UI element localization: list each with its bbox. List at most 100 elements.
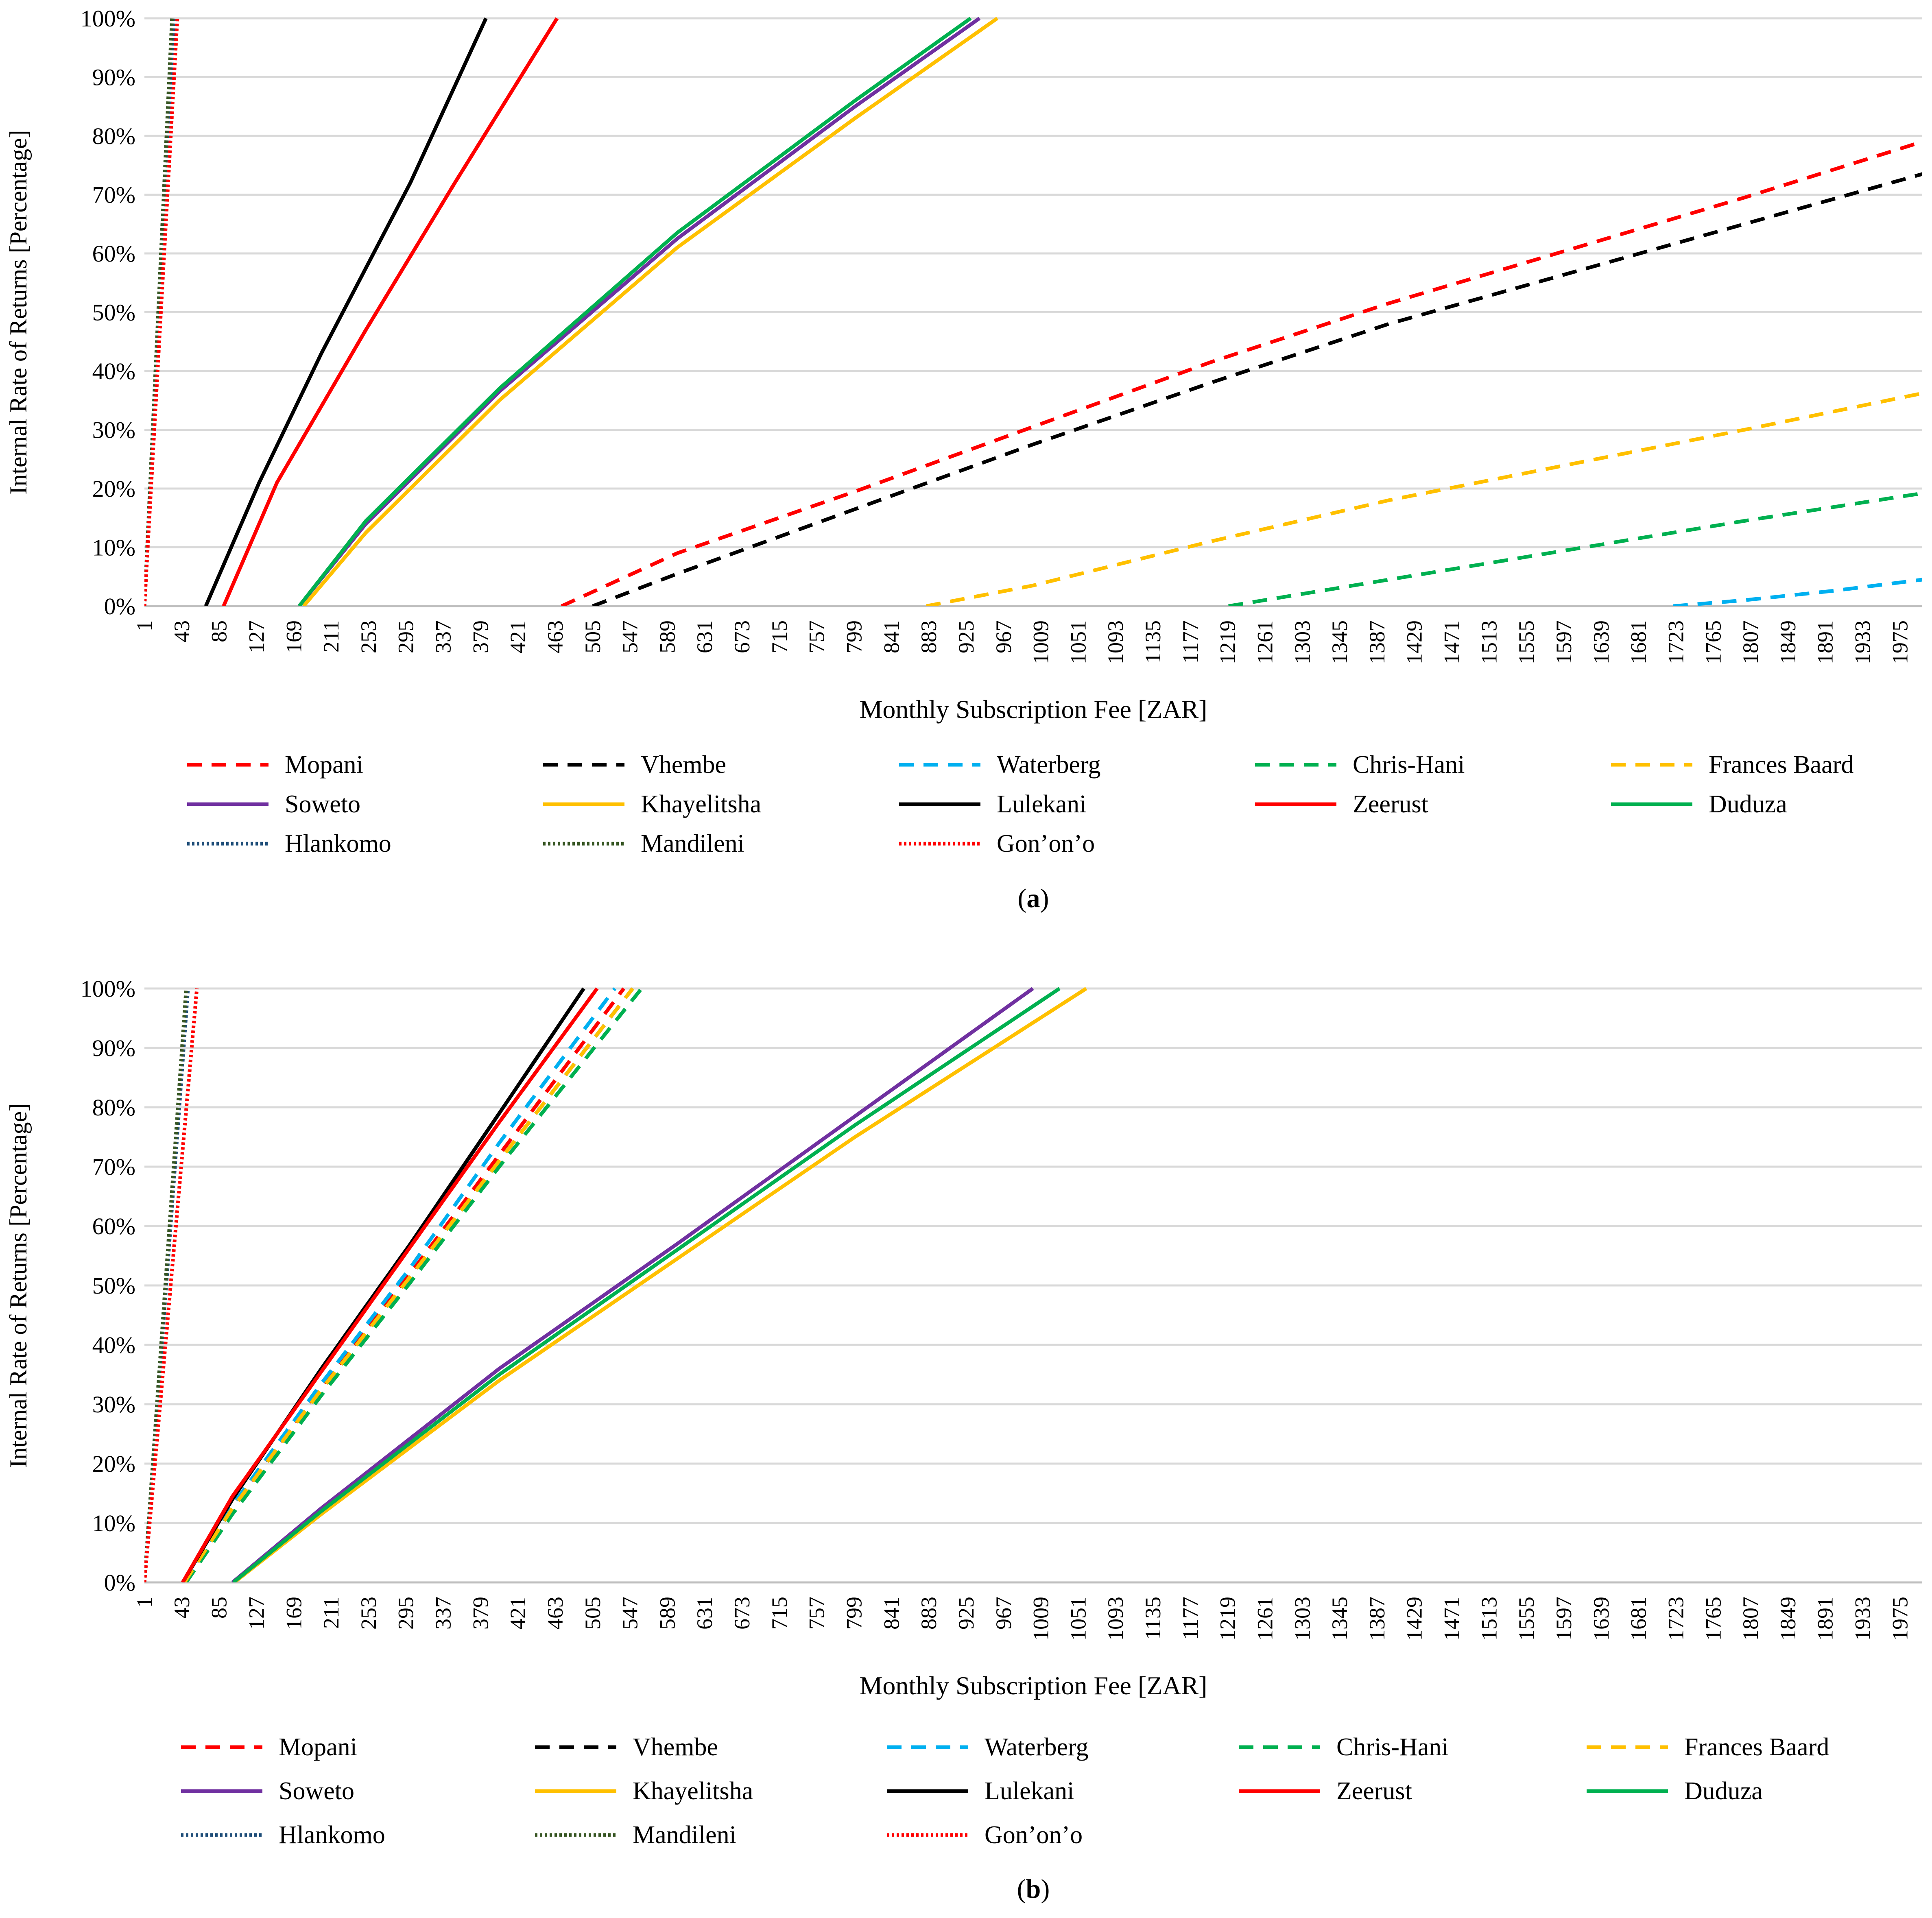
x-tick-label: 631 xyxy=(692,620,717,653)
legend: Mopani Vhembe Waterberg Chris-Hani Frances B… xyxy=(187,751,1853,858)
series-line-khayelitsha xyxy=(302,17,999,606)
x-tick-label: 1177 xyxy=(1178,1597,1203,1640)
legend-label: Duduza xyxy=(1684,1777,1763,1805)
x-tick-label: 127 xyxy=(244,1597,269,1630)
x-tick-label: 673 xyxy=(730,1597,754,1630)
legend-label: Waterberg xyxy=(985,1733,1089,1761)
x-tick-label: 799 xyxy=(842,620,867,653)
x-tick-label: 1177 xyxy=(1178,620,1203,663)
series-line-chris-hani xyxy=(1228,491,1922,606)
x-tick-label: 1597 xyxy=(1552,620,1576,664)
x-tick-label: 841 xyxy=(879,1597,904,1630)
series-line-gon-on-o xyxy=(144,988,199,1582)
x-tick-label: 1009 xyxy=(1029,1597,1053,1641)
legend-label: Frances Baard xyxy=(1709,751,1853,779)
series-lines xyxy=(144,987,1087,1582)
y-tick-label: 20% xyxy=(92,1451,135,1477)
y-tick-label: 30% xyxy=(92,417,135,443)
x-tick-label: 1891 xyxy=(1813,620,1838,664)
x-tick-label: 1051 xyxy=(1066,620,1090,664)
x-tick-label: 1387 xyxy=(1365,620,1389,664)
x-tick-label: 295 xyxy=(394,1597,418,1630)
y-tick-label: 40% xyxy=(92,358,135,384)
x-tick-label: 211 xyxy=(319,1597,343,1629)
x-tick-label: 463 xyxy=(543,620,568,653)
x-tick-label: 379 xyxy=(468,1597,493,1630)
x-tick-label: 631 xyxy=(692,1597,717,1630)
legend-label: Hlankomo xyxy=(285,830,391,858)
x-tick-label: 1135 xyxy=(1141,1597,1165,1640)
x-tick-label: 547 xyxy=(618,1597,642,1630)
panel-label: (a) xyxy=(1018,884,1049,913)
legend-label: Lulekani xyxy=(997,790,1086,818)
y-tick-label: 70% xyxy=(92,1154,135,1180)
y-tick-label: 50% xyxy=(92,1272,135,1299)
series-line-duduza xyxy=(232,987,1061,1582)
series-line-gon-on-o xyxy=(144,18,179,606)
x-tick-label: 1 xyxy=(132,620,157,631)
y-tick-label: 40% xyxy=(92,1332,135,1358)
x-tick-label: 1555 xyxy=(1514,1597,1539,1641)
x-tick-label: 1009 xyxy=(1029,620,1053,664)
legend-label: Vhembe xyxy=(633,1733,718,1761)
x-tick-label: 1555 xyxy=(1514,620,1539,664)
legend-label: Lulekani xyxy=(985,1777,1074,1805)
x-tick-label: 1261 xyxy=(1253,1597,1277,1641)
x-axis-label: Monthly Subscription Fee [ZAR] xyxy=(859,1671,1207,1700)
x-tick-label: 1849 xyxy=(1776,1597,1800,1641)
x-tick-label: 883 xyxy=(917,620,941,653)
x-tick-label: 1765 xyxy=(1701,1597,1725,1641)
x-tick-label: 1807 xyxy=(1738,620,1763,664)
legend-label: Frances Baard xyxy=(1684,1733,1829,1761)
series-line-vhembe xyxy=(592,172,1922,606)
x-tick-label: 925 xyxy=(954,1597,978,1630)
chart-panel-a: 0% 10% 20% 30% 40% 50% 60% 70% 80% 90% 100% 1 43 85 12… xyxy=(5,5,1922,913)
x-tick-label: 1429 xyxy=(1402,620,1427,664)
x-tick-label: 1093 xyxy=(1103,1597,1128,1641)
x-tick-label: 757 xyxy=(805,1597,829,1630)
x-tick-label: 379 xyxy=(468,620,493,653)
series-line-zeerust xyxy=(222,17,559,606)
series-line-zeerust xyxy=(181,987,599,1582)
x-tick-label: 253 xyxy=(356,620,381,653)
legend-label: Khayelitsha xyxy=(633,1777,753,1805)
y-tick-label: 90% xyxy=(92,64,135,91)
x-tick-label: 505 xyxy=(581,620,605,653)
x-tick-label: 1681 xyxy=(1626,1597,1651,1641)
x-tick-label: 1471 xyxy=(1440,1597,1464,1641)
x-tick-label: 169 xyxy=(282,620,306,653)
x-tick-label: 1513 xyxy=(1477,620,1501,664)
x-tick-label: 589 xyxy=(655,1597,679,1630)
legend-label: Mopani xyxy=(279,1733,357,1761)
x-tick-label: 1 xyxy=(132,1597,157,1608)
x-tick-label: 127 xyxy=(244,620,269,653)
x-tick-label: 1807 xyxy=(1738,1597,1763,1641)
x-tick-label: 463 xyxy=(543,1597,568,1630)
x-tick-label: 253 xyxy=(356,1597,381,1630)
x-tick-label: 43 xyxy=(170,620,194,642)
legend: Mopani Vhembe Waterberg Chris-Hani Frances B… xyxy=(181,1733,1829,1849)
y-tick-label: 100% xyxy=(81,975,135,1002)
legend-label: Mopani xyxy=(285,751,363,779)
legend-label: Mandileni xyxy=(641,830,744,858)
legend-label: Zeerust xyxy=(1353,790,1428,818)
x-tick-label: 337 xyxy=(431,620,456,653)
series-line-khayelitsha xyxy=(233,987,1087,1582)
y-tick-label: 80% xyxy=(92,123,135,149)
y-tick-label: 0% xyxy=(104,593,135,620)
chart-panel-b: 0% 10% 20% 30% 40% 50% 60% 70% 80% 90% 100% 1 43 85 12… xyxy=(5,975,1922,1904)
x-tick-label: 589 xyxy=(655,620,679,653)
x-tick-label: 1975 xyxy=(1888,620,1912,664)
x-tick-label: 505 xyxy=(581,1597,605,1630)
legend-label: Gon’on’o xyxy=(985,1821,1083,1849)
x-tick-label: 1135 xyxy=(1141,620,1165,663)
x-tick-label: 967 xyxy=(991,1597,1016,1630)
x-tick-label: 1933 xyxy=(1851,1597,1875,1641)
y-axis-label: Internal Rate of Returns [Percentage] xyxy=(5,1103,32,1468)
series-line-soweto xyxy=(231,987,1034,1582)
x-tick-label: 1219 xyxy=(1216,620,1240,664)
series-line-lulekani xyxy=(204,17,488,606)
legend-label: Hlankomo xyxy=(279,1821,385,1849)
